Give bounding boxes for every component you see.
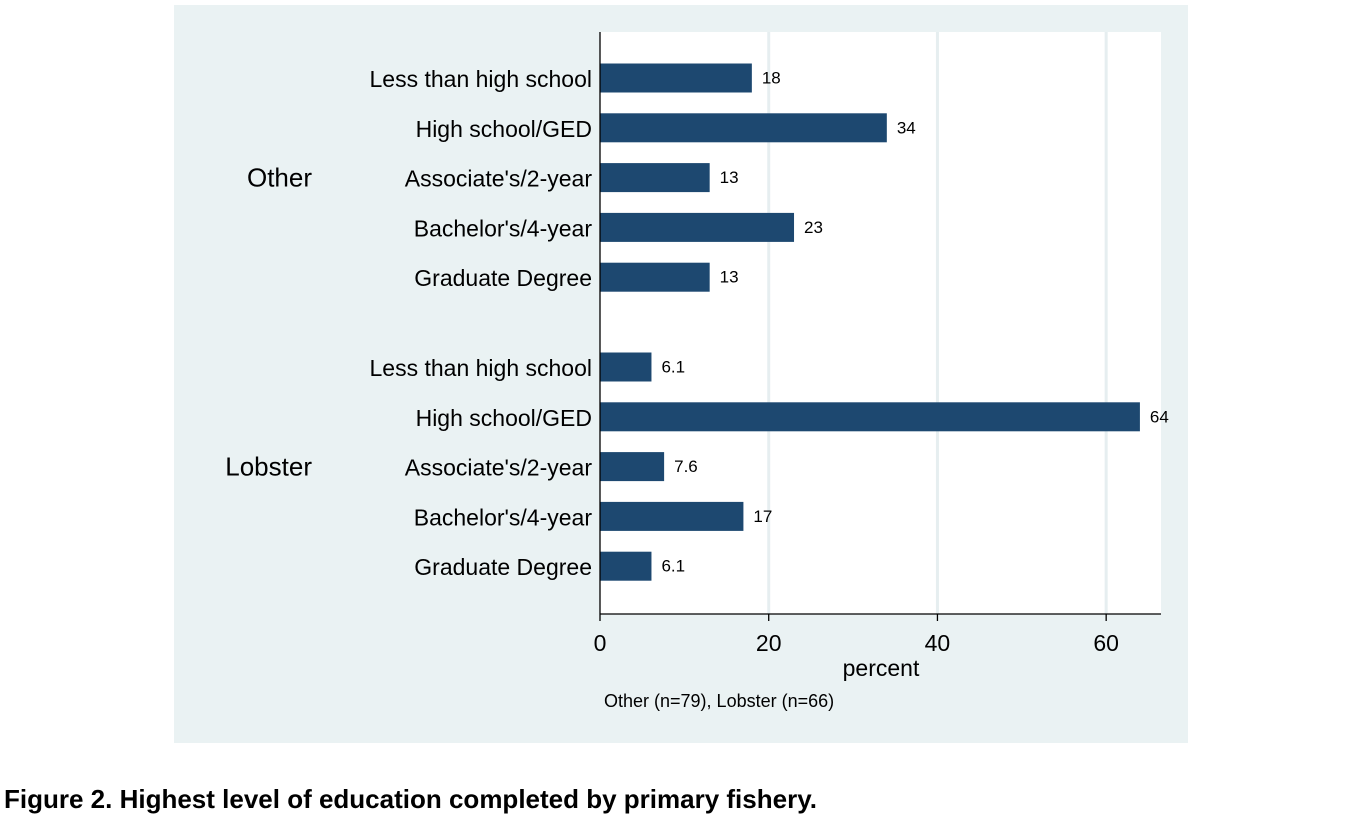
- bar-chart: Less than high school 18 High school/GED 34…: [225, 32, 1169, 711]
- data-label: 13: [720, 168, 739, 187]
- category-label: Graduate Degree: [414, 554, 592, 580]
- bar: [600, 212, 795, 242]
- category-label: Less than high school: [370, 66, 593, 92]
- bar: [600, 163, 710, 193]
- category-label: High school/GED: [416, 116, 592, 142]
- data-label: 7.6: [674, 457, 698, 476]
- data-label: 6.1: [661, 557, 685, 576]
- data-label: 17: [753, 507, 772, 526]
- data-label: 13: [720, 268, 739, 287]
- data-label: 6.1: [661, 358, 685, 377]
- category-label: Bachelor's/4-year: [414, 215, 593, 241]
- category-label: Associate's/2-year: [405, 166, 593, 192]
- data-label: 18: [762, 69, 781, 88]
- group-label: Other: [247, 163, 312, 193]
- figure-caption: Figure 2. Highest level of education com…: [4, 784, 817, 814]
- bar: [600, 262, 710, 292]
- group-label: Lobster: [225, 452, 312, 482]
- category-label: High school/GED: [416, 405, 592, 431]
- x-tick-label: 60: [1093, 630, 1119, 656]
- chart-note: Other (n=79), Lobster (n=66): [604, 691, 834, 711]
- bar: [600, 352, 652, 382]
- bar: [600, 113, 887, 143]
- bar: [600, 402, 1140, 432]
- bar: [600, 452, 665, 482]
- category-label: Graduate Degree: [414, 265, 592, 291]
- bar: [600, 501, 744, 531]
- category-label: Less than high school: [370, 355, 593, 381]
- bar: [600, 551, 652, 581]
- x-tick-label: 40: [925, 630, 951, 656]
- x-tick-label: 20: [756, 630, 782, 656]
- data-label: 23: [804, 218, 823, 237]
- x-tick-label: 0: [594, 630, 607, 656]
- data-label: 64: [1150, 407, 1169, 426]
- data-label: 34: [897, 118, 916, 137]
- category-label: Bachelor's/4-year: [414, 504, 593, 530]
- category-label: Associate's/2-year: [405, 455, 593, 481]
- x-axis-title: percent: [843, 655, 920, 681]
- bar: [600, 63, 752, 93]
